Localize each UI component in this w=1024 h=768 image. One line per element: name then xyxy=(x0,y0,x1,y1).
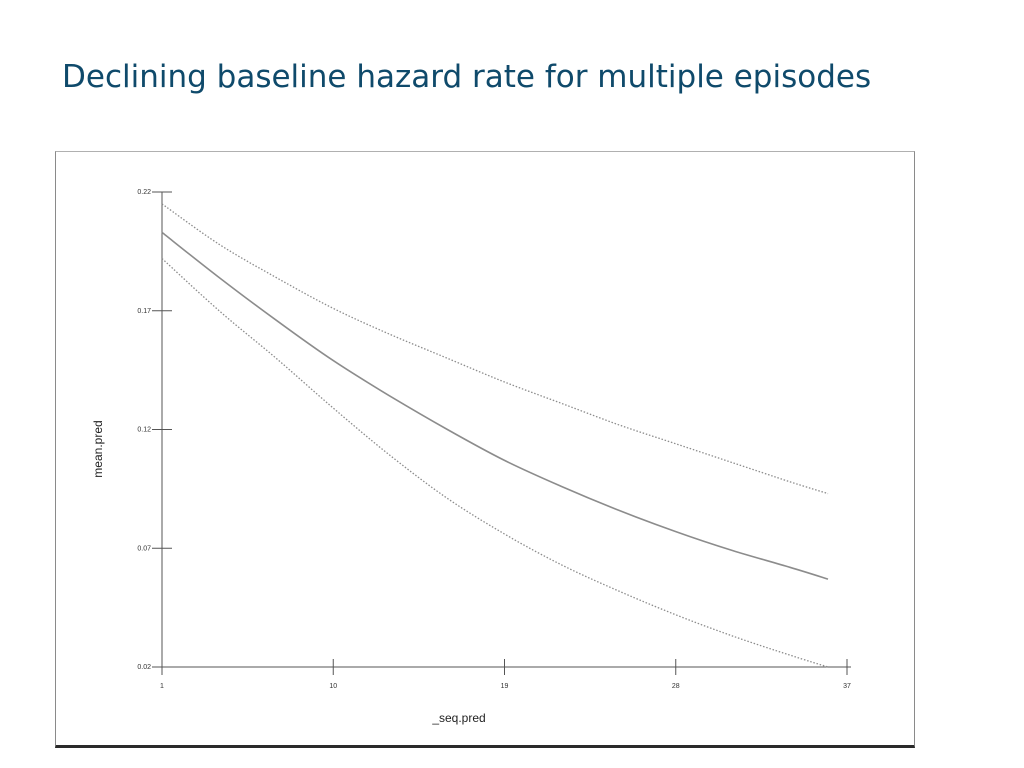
chart-svg: 0.020.070.120.170.221 10 19 28 37 _seq.pred … xyxy=(91,189,851,725)
x-tick-label: 37 xyxy=(843,683,851,690)
y-axis-label: mean.pred xyxy=(91,420,105,477)
slide-title: Declining baseline hazard rate for multi… xyxy=(62,59,872,95)
y-tick-label: 0.12 xyxy=(137,427,151,434)
y-tick-label: 0.22 xyxy=(137,189,151,196)
upper-bound-line xyxy=(161,203,829,495)
x-tick-label: 28 xyxy=(672,683,680,690)
lower-bound-line xyxy=(161,258,829,668)
y-tick-label: 0.02 xyxy=(137,664,151,671)
y-tick-label: 0.07 xyxy=(137,545,151,552)
x-tick-label: 19 xyxy=(501,683,509,690)
y-tick-label: 0.17 xyxy=(137,308,151,315)
x-tick-label: 10 xyxy=(329,683,337,690)
series-layer xyxy=(161,203,829,668)
chart-frame: 0.02 0.07 0.12 0.17 0.22 1 10 19 28 37 _seq.pred … xyxy=(55,151,915,748)
x-axis-label: _seq.pred xyxy=(431,711,485,725)
axes-layer: 0.02 0.07 0.12 0.17 0.22 1 10 19 28 37 xyxy=(137,189,851,690)
x-tick-label: 1 xyxy=(160,683,164,690)
hazard-line xyxy=(161,231,829,580)
